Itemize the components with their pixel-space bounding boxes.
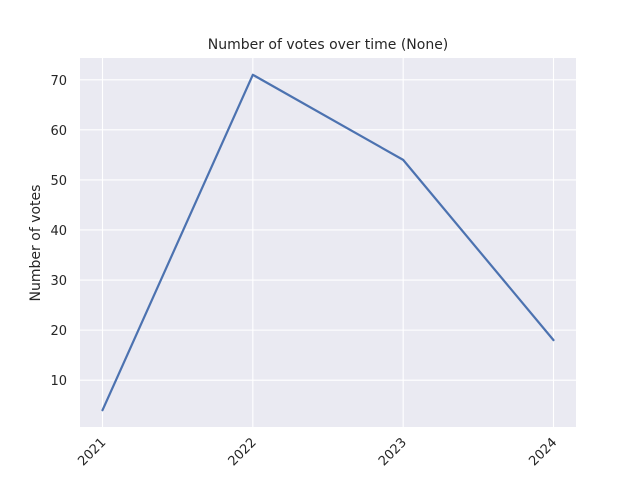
x-tick-label: 2022 (226, 435, 260, 469)
y-tick-label: 10 (50, 374, 67, 389)
y-tick-label: 50 (50, 174, 67, 189)
y-tick-labels: 10 20 30 40 50 60 70 (50, 74, 67, 389)
y-tick-label: 40 (50, 224, 67, 239)
series-line (101, 73, 555, 412)
chart-title: Number of votes over time (None) (208, 37, 449, 53)
x-gridlines (101, 58, 555, 427)
x-tick-label: 2023 (376, 435, 410, 469)
plot-area (80, 58, 576, 427)
y-tick-label: 60 (50, 124, 67, 139)
y-axis-label: Number of votes (28, 185, 44, 302)
data-points (102, 74, 554, 411)
y-tick-label: 20 (50, 324, 67, 339)
y-tick-label: 30 (50, 274, 67, 289)
y-gridlines (80, 79, 576, 381)
x-tick-label: 2021 (75, 435, 109, 469)
x-tick-labels: 2021 2022 2023 2024 (75, 435, 560, 469)
y-tick-label: 70 (50, 74, 67, 89)
x-tick-label: 2024 (526, 435, 560, 469)
